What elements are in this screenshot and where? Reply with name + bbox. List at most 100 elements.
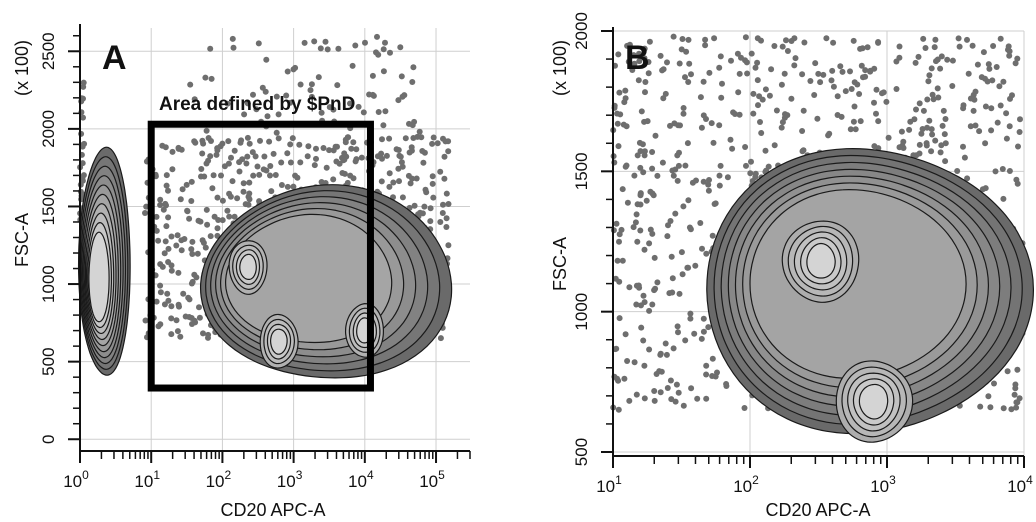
panel-a-data-point: [430, 134, 437, 141]
panel-a-data-point: [175, 301, 182, 308]
panel-a-data-point: [241, 111, 248, 118]
panel-a-y-tick-label: 0: [39, 435, 58, 444]
panel-a-data-point: [441, 175, 448, 182]
panel-b-data-point: [970, 107, 977, 114]
panel-b-data-point: [743, 162, 749, 169]
panel-b-data-point: [630, 52, 637, 59]
panel-a-data-point: [244, 153, 251, 160]
panel-b-data-point: [799, 148, 806, 155]
panel-b-data-point: [926, 72, 933, 79]
panel-a-data-point: [278, 159, 285, 166]
panel-b-data-point: [700, 328, 707, 335]
panel-a-data-point: [153, 213, 160, 220]
panel-a-data-point: [348, 145, 355, 152]
panel-a-data-point: [374, 153, 381, 160]
panel-b-data-point: [942, 140, 949, 147]
panel-a-data-point: [168, 233, 175, 240]
panel-a-data-point: [378, 178, 385, 185]
panel-a-data-point: [268, 188, 275, 195]
panel-a-data-point: [162, 200, 169, 207]
panel-a-data-point: [289, 135, 296, 142]
panel-a-data-point: [182, 313, 189, 320]
panel-b-data-point: [971, 96, 978, 103]
panel-b-data-point: [680, 203, 687, 210]
panel-a-data-point: [188, 280, 195, 287]
panel-a-data-point: [196, 304, 202, 311]
panel-a-data-point: [155, 237, 162, 244]
panel-b-data-point: [685, 264, 692, 271]
panel-a-data-point: [398, 159, 405, 166]
panel-b-data-point: [687, 310, 694, 317]
panel-a-data-point: [334, 82, 341, 89]
panel-b-data-point: [622, 95, 629, 102]
panel-b-data-point: [1006, 168, 1013, 174]
panel-b-data-point: [631, 359, 638, 366]
panel-a-data-point: [252, 153, 259, 160]
panel-b-data-point: [937, 149, 944, 156]
panel-b-data-point: [640, 169, 647, 176]
panel-b-data-point: [615, 406, 622, 413]
panel-b-data-point: [614, 257, 621, 264]
panel-b-data-point: [996, 83, 1003, 90]
panel-b-data-point: [729, 145, 736, 152]
panel-a-data-point: [287, 159, 294, 166]
panel-b-data-point: [703, 116, 709, 122]
panel-a-data-point: [360, 109, 367, 116]
panel-a-data-point: [437, 168, 444, 175]
panel-a-data-point: [163, 182, 170, 189]
panel-a-data-point: [311, 162, 318, 169]
panel-b-data-point: [974, 61, 981, 68]
panel-a-data-point: [322, 38, 329, 45]
panel-b-data-point: [850, 37, 857, 44]
panel-b-data-point: [885, 134, 892, 141]
panel-a-data-point: [416, 128, 423, 135]
panel-b-data-point: [997, 35, 1004, 42]
panel-b-x-tick-label: 104: [1007, 473, 1033, 496]
panel-b-data-point: [658, 368, 665, 375]
panel-b-data-point: [678, 46, 685, 53]
panel-b-data-point: [788, 38, 795, 44]
panel-b-data-point: [694, 395, 701, 402]
panel-a-data-point: [304, 153, 311, 160]
panel-b-data-point: [932, 137, 939, 144]
panel-a-data-point: [168, 315, 175, 322]
panel-a-data-point: [231, 213, 238, 220]
panel-b-data-point: [637, 201, 644, 208]
panel-a-y-tick-label: 1000: [39, 265, 58, 303]
panel-b-data-point: [630, 224, 637, 231]
panel-b-data-point: [850, 118, 857, 125]
panel-b-data-point: [667, 377, 674, 384]
panel-a-data-point: [445, 138, 452, 145]
panel-a-data-point: [197, 218, 204, 225]
panel-b-data-point: [662, 340, 669, 347]
panel-b-data-point: [651, 397, 658, 404]
panel-b-data-point: [673, 381, 680, 388]
panel-a-data-point: [205, 135, 212, 141]
panel-a-data-point: [225, 138, 232, 145]
panel-b-data-point: [972, 88, 979, 95]
panel-a-data-point: [292, 64, 299, 71]
panel-b-data-point: [988, 127, 995, 134]
panel-a-data-point: [362, 39, 368, 46]
panel-a-data-point: [308, 81, 315, 88]
panel-a-data-point: [157, 289, 164, 296]
panel-b-data-point: [654, 172, 661, 179]
panel-a-data-point: [275, 135, 282, 142]
panel-a-data-point: [188, 246, 195, 253]
panel-b-data-point: [961, 154, 968, 161]
panel-a-data-point: [80, 114, 86, 121]
panel-b-data-point: [710, 139, 717, 146]
panel-a-data-point: [157, 202, 164, 208]
panel-b-data-point: [875, 118, 882, 125]
panel-b-data-point: [702, 42, 709, 49]
panel-b-data-point: [862, 67, 869, 74]
panel-b-data-point: [705, 181, 712, 188]
panel-a-data-point: [379, 136, 385, 143]
panel-a-data-point: [184, 207, 191, 214]
panel-b-data-point: [992, 168, 999, 175]
panel-a-data-point: [157, 196, 164, 203]
panel-a-y-axis-title: FSC-A: [12, 213, 32, 267]
panel-a-data-point: [423, 189, 430, 196]
panel-b-data-point: [982, 103, 989, 110]
panel-b-y-tick-label: 1000: [572, 293, 591, 331]
